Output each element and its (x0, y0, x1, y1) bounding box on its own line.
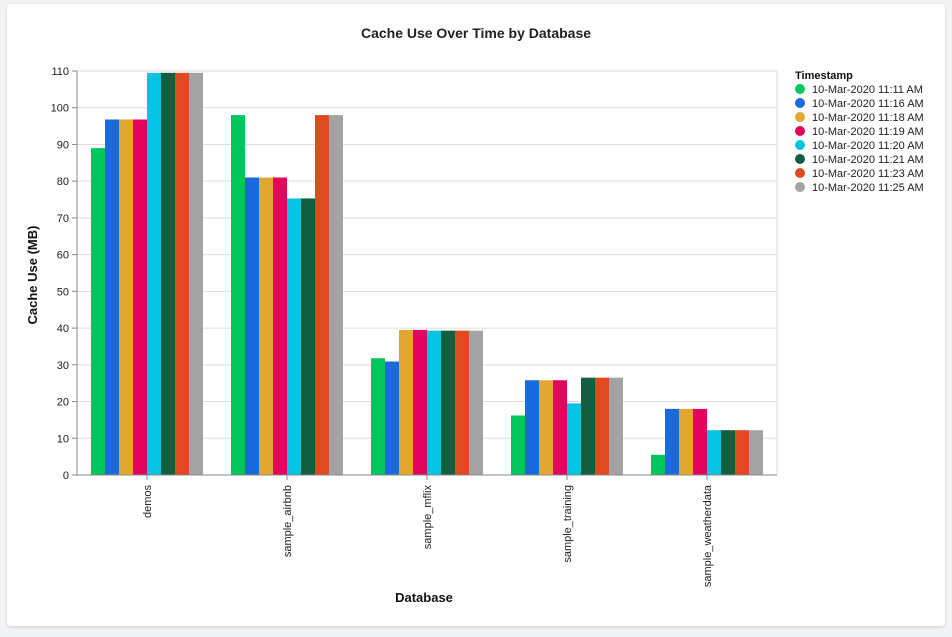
bar-sample_weatherdata-2 (679, 408, 693, 475)
y-axis-title: Cache Use (MB) (25, 226, 40, 325)
bar-sample_mflix-2 (399, 329, 413, 475)
bar-sample_weatherdata-1 (665, 408, 679, 475)
bars (91, 72, 763, 476)
legend-swatch (795, 126, 805, 136)
chart-card: Cache Use Over Time by Database 0 10 20 30 4… (7, 4, 945, 626)
y-tick-label: 30 (57, 360, 69, 372)
legend-title: Timestamp (795, 70, 853, 82)
x-tick-label: sample_weatherdata (702, 484, 714, 587)
bar-sample_airbnb-2 (259, 177, 273, 475)
bar-sample_airbnb-3 (273, 177, 287, 475)
legend-swatch (795, 140, 805, 150)
legend-item-label: 10-Mar-2020 11:21 AM (812, 154, 924, 166)
bar-sample_training-3 (553, 380, 567, 475)
bar-sample_training-6 (595, 377, 609, 475)
bar-sample_weatherdata-6 (735, 430, 749, 475)
y-tick-label: 70 (57, 213, 69, 225)
bar-demos-2 (119, 119, 133, 475)
legend-swatch (795, 112, 805, 122)
y-tick-label: 20 (57, 397, 69, 409)
bar-demos-0 (91, 148, 105, 476)
bar-sample_airbnb-4 (287, 198, 301, 475)
x-tick-label: sample_training (562, 485, 574, 563)
y-tick-label: 110 (51, 66, 69, 78)
legend-item-label: 10-Mar-2020 11:11 AM (812, 84, 923, 96)
legend-item-label: 10-Mar-2020 11:20 AM (812, 140, 924, 152)
y-tick-label: 80 (57, 176, 69, 188)
y-tick-label: 100 (51, 103, 69, 115)
bar-demos-1 (105, 119, 119, 475)
bar-sample_mflix-1 (385, 361, 399, 475)
legend-item-label: 10-Mar-2020 11:25 AM (812, 182, 924, 194)
bar-sample_weatherdata-4 (707, 430, 721, 475)
bar-sample_weatherdata-3 (693, 408, 707, 475)
bar-sample_training-4 (567, 403, 581, 475)
legend-item-label: 10-Mar-2020 11:19 AM (812, 126, 924, 138)
legend: Timestamp 10-Mar-2020 11:11 AM 10-Mar-202… (795, 70, 924, 194)
y-tick-label: 90 (57, 139, 69, 151)
bar-sample_training-7 (609, 377, 623, 475)
bar-sample_mflix-5 (441, 330, 455, 475)
y-tick-label: 50 (57, 286, 69, 298)
bar-sample_training-1 (525, 380, 539, 475)
x-tick-label: demos (142, 485, 154, 519)
bar-sample_mflix-0 (371, 358, 385, 475)
x-tick-label: sample_airbnb (282, 485, 294, 557)
bar-sample_airbnb-6 (315, 115, 329, 475)
bar-demos-4 (147, 72, 161, 475)
bar-sample_airbnb-0 (231, 115, 245, 475)
legend-swatch (795, 168, 805, 178)
legend-item-label: 10-Mar-2020 11:18 AM (812, 112, 924, 124)
y-tick-label: 0 (63, 470, 69, 482)
legend-item-label: 10-Mar-2020 11:16 AM (812, 98, 924, 110)
bar-sample_mflix-3 (413, 329, 427, 475)
axes: 0 10 20 30 40 50 60 70 80 90 100 110 demos sample_air… (51, 66, 777, 587)
legend-item-label: 10-Mar-2020 11:23 AM (812, 168, 924, 180)
bar-chart: Cache Use Over Time by Database 0 10 20 30 4… (25, 25, 924, 605)
y-tick-label: 10 (57, 433, 69, 445)
bar-sample_airbnb-7 (329, 115, 343, 475)
bar-sample_airbnb-1 (245, 177, 259, 475)
bar-sample_training-5 (581, 377, 595, 475)
bar-demos-5 (161, 72, 175, 475)
bar-sample_airbnb-5 (301, 198, 315, 475)
bar-sample_weatherdata-5 (721, 430, 735, 475)
bar-sample_mflix-6 (455, 330, 469, 475)
bar-sample_weatherdata-7 (749, 430, 763, 475)
chart-title: Cache Use Over Time by Database (361, 25, 591, 41)
bar-sample_training-0 (511, 415, 525, 475)
bar-sample_weatherdata-0 (651, 454, 665, 475)
y-tick-label: 40 (57, 323, 69, 335)
legend-swatch (795, 98, 805, 108)
bar-demos-6 (175, 72, 189, 475)
legend-swatch (795, 182, 805, 192)
legend-swatch (795, 84, 805, 94)
legend-swatch (795, 154, 805, 164)
x-axis-title: Database (395, 590, 453, 605)
bar-demos-7 (189, 72, 203, 475)
y-tick-label: 60 (57, 250, 69, 262)
bar-sample_training-2 (539, 380, 553, 475)
bar-demos-3 (133, 119, 147, 475)
bar-sample_mflix-4 (427, 330, 441, 475)
x-tick-label: sample_mflix (422, 485, 434, 550)
bar-sample_mflix-7 (469, 330, 483, 475)
